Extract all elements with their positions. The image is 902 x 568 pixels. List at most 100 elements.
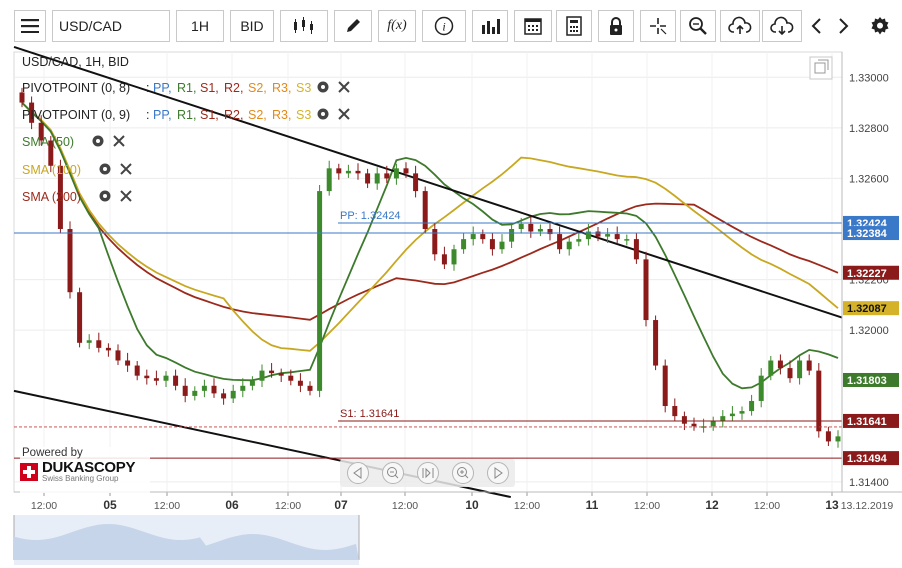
side-label: BID [240,18,264,34]
pivot2-r2: R2, [224,108,243,122]
chart-type-button[interactable] [280,10,328,42]
candle-body [326,168,332,192]
y-tick-label: 1.33000 [849,72,889,84]
maximize-button[interactable] [809,56,833,80]
triangle-right-icon [494,467,503,479]
zoom-in-icon [456,467,468,479]
next-button[interactable] [830,10,858,42]
period-selector[interactable]: 1H [176,10,224,42]
side-selector[interactable]: BID [230,10,274,42]
sma100-line [21,101,839,352]
candle-body [96,340,102,348]
close-icon [120,163,132,175]
download-button[interactable] [762,10,802,42]
x-tick-label: 12:00 [514,500,540,512]
candle-body [201,385,207,391]
svg-text:i: i [442,20,445,34]
upload-icon [728,16,752,34]
candle-body [67,229,73,293]
candle-body [163,375,169,381]
symbol-selector[interactable]: USD/CAD [52,10,170,42]
pivot-levels: PP: 1.32424 S1: 1.31641 [14,210,842,459]
nav-back-button[interactable] [346,462,369,484]
price-tag [843,451,899,466]
plot-border [13,51,843,493]
nav-zoom-in-button[interactable] [451,462,474,484]
x-tick-label: 13.12.2019 [841,500,894,512]
gear-icon-hole [103,194,107,198]
x-tick-label: 12:00 [31,500,57,512]
pp-level-label: PP: 1.32424 [340,210,401,222]
close-icon [113,135,125,147]
candle-body [806,360,812,371]
candle-body [557,234,563,250]
nav-zoom-out-button[interactable] [381,462,404,484]
gear-icon [871,17,889,35]
candle-body [365,173,371,184]
zoom-icon [689,17,707,35]
pivot1-sep: : [146,81,149,95]
legend-control [317,81,350,93]
pivot2-r3: R3, [272,108,291,122]
crosshair-button[interactable] [640,10,676,42]
candle-body [720,416,726,422]
sma200-label: SMA (200) [22,190,81,204]
swiss-cross-icon [20,462,38,481]
crosshair-icon [650,18,667,35]
candle-body [57,165,63,230]
menu-icon [21,19,39,33]
candle-body [710,421,716,427]
candle-body [384,173,390,179]
calculator-button[interactable] [556,10,592,42]
sma200-line [21,101,839,321]
candle-body [768,360,774,376]
x-tick-label: 05 [103,498,117,512]
powered-by-text: Powered by [22,447,83,459]
legend-control [99,190,132,202]
candle-body [144,375,150,379]
nav-forward-button[interactable] [486,462,509,484]
candle-body [576,239,582,242]
pivot1-pp: PP, [153,81,172,95]
candle-body [509,229,515,242]
function-icon: f(x) [387,18,407,33]
download-icon [770,16,794,36]
candle-body [797,360,803,379]
x-tick-label: 12:00 [392,500,418,512]
candle-body [499,241,505,250]
prev-button[interactable] [802,10,830,42]
candle-body [451,249,457,265]
candle-body [528,223,534,232]
zoom-button[interactable] [680,10,716,42]
volume-button[interactable] [472,10,508,42]
settings-button[interactable] [864,10,896,42]
candle-body [816,370,822,432]
pivot1-name: PIVOTPOINT (0, 8) [22,81,130,95]
nav-fit-button[interactable] [416,462,439,484]
candle-body [125,360,131,366]
sma50-line [21,101,839,390]
indicators-button[interactable]: f(x) [378,10,416,42]
y-tick-label: 1.32600 [849,173,889,185]
candle-body [355,170,361,174]
pivot1-s3: S3 [296,81,311,95]
candle-body [115,350,121,361]
legend-control [92,135,125,147]
menu-button[interactable] [14,10,46,42]
brand-name: DUKASCOPY [42,459,136,476]
overview-area [14,524,359,560]
toolbar: USD/CAD 1H BID f(x) i [0,0,902,52]
info-button[interactable]: i [422,10,466,42]
candle-body [585,231,591,240]
calendar-button[interactable] [514,10,552,42]
lock-button[interactable] [598,10,634,42]
dukascopy-logo: Powered by DUKASCOPY Swiss Banking Group [20,447,150,493]
draw-button[interactable] [334,10,372,42]
candle-body [77,292,83,343]
gear-icon-hole [96,139,100,143]
upload-button[interactable] [720,10,760,42]
pencil-icon [347,19,360,32]
candle-body [758,375,764,401]
candle-body [153,378,159,381]
